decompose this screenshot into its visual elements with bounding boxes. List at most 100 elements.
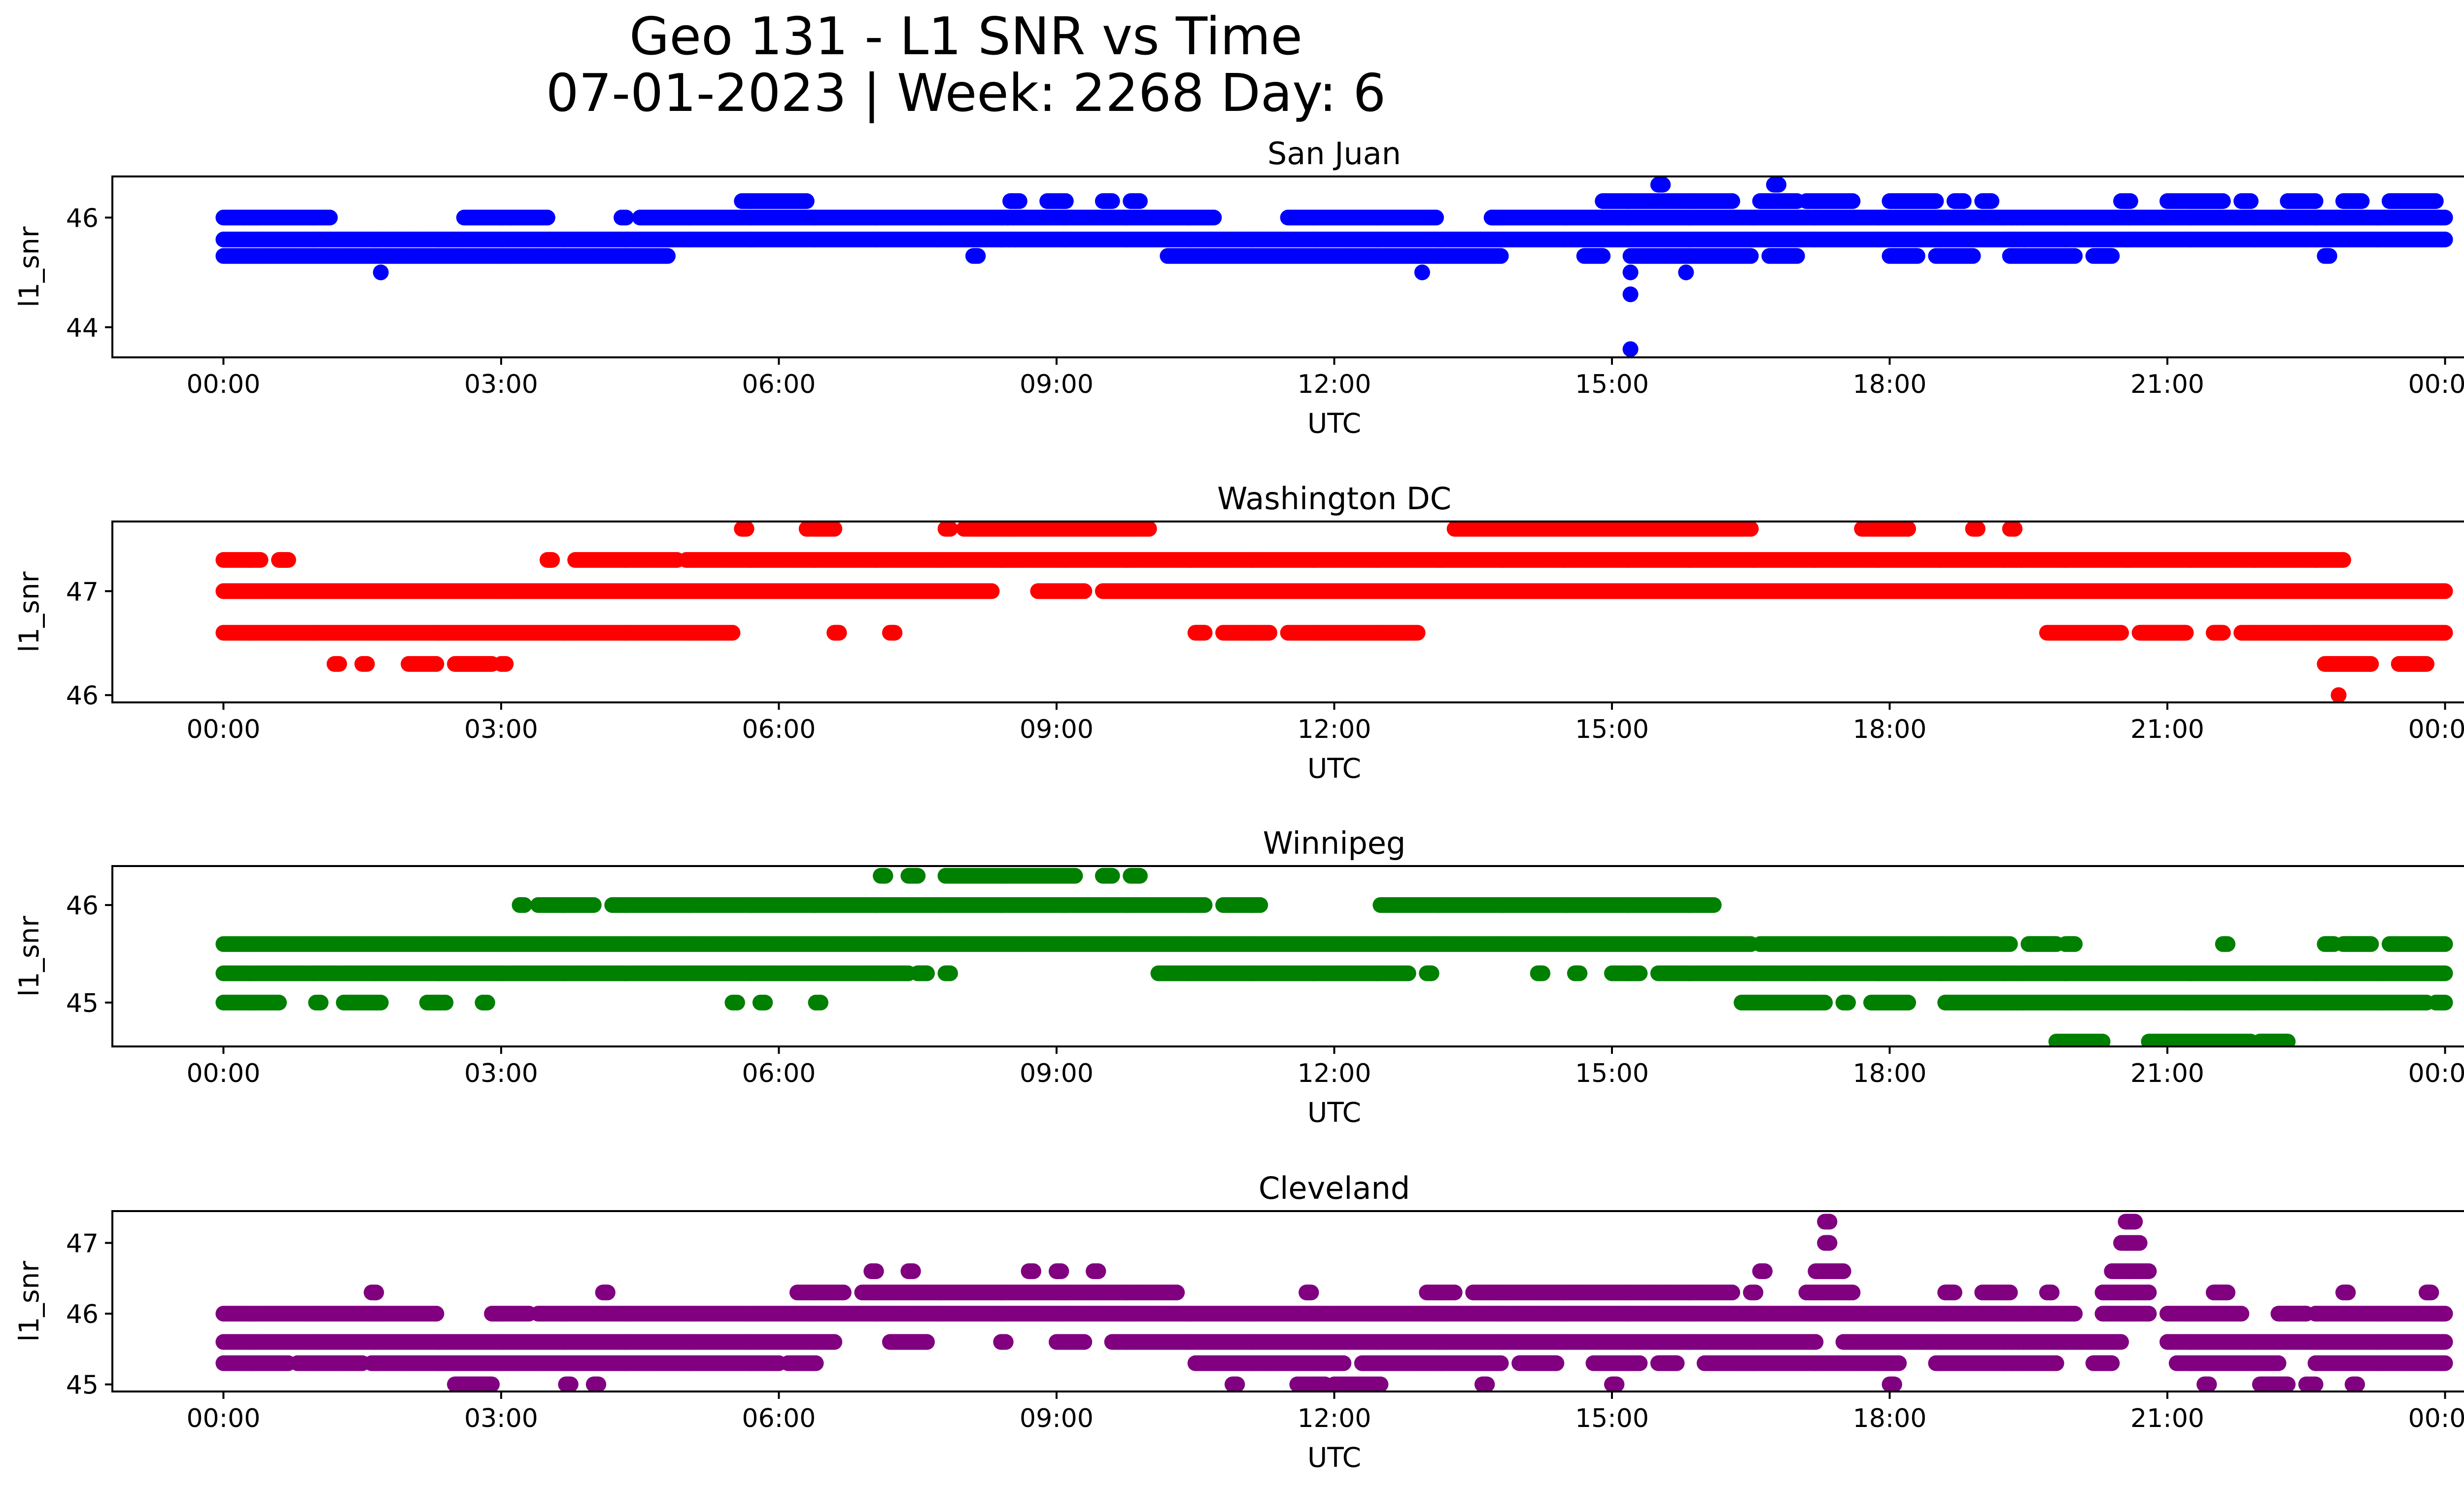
data-band-3-run-14: [2280, 193, 2324, 209]
data-band-1-run-1: [910, 965, 935, 981]
data-point-5: [1678, 264, 1694, 280]
figure-title-line1: Geo 131 - L1 SNR vs Time: [629, 6, 1302, 67]
x-tick-label: 03:00: [464, 1404, 538, 1433]
x-tick-label: 00:00: [2408, 1404, 2464, 1433]
data-point-0: [373, 264, 389, 280]
data-band-0-run-6: [2159, 1334, 2453, 1350]
x-tick-label: 21:00: [2130, 1404, 2204, 1433]
x-tick-label: 15:00: [1575, 715, 1649, 744]
data-band-0-run-0: [215, 231, 2453, 247]
data-band-0-run-6: [2335, 936, 2379, 952]
data-band-1-run-3: [1150, 965, 1416, 981]
axes-frame: [111, 865, 2464, 1047]
data-band-3-run-2: [336, 995, 389, 1010]
data-band-2-run-11: [2085, 1355, 2120, 1371]
y-axis-label: l1_snr: [13, 1261, 45, 1342]
subplot-title: Washington DC: [1217, 481, 1451, 517]
data-band-2-run-7: [1928, 248, 1981, 264]
data-band-3-run-0: [734, 193, 815, 209]
data-band-1-run-4: [1215, 625, 1277, 641]
data-band-0-run-5: [2317, 936, 2342, 952]
data-band-0-run-1: [1030, 583, 1093, 599]
x-tick-label: 15:00: [1575, 1404, 1649, 1433]
data-band-2-run-1: [271, 552, 296, 568]
data-band-2-run-0: [215, 248, 676, 264]
y-axis-label: l1_snr: [13, 571, 45, 652]
data-band-3-run-15: [2419, 1285, 2439, 1301]
data-band-3-run-2: [1039, 193, 1074, 209]
x-tick-label: 12:00: [1298, 1404, 1371, 1433]
x-tick-label: 00:00: [186, 370, 260, 399]
data-band-0-run-1: [1752, 936, 2018, 952]
data-band-2-run-4: [1622, 248, 1759, 264]
data-band-3-run-5: [1419, 1285, 1463, 1301]
data-band-3-run-3: [854, 1285, 1185, 1301]
data-band-1-run-4: [1280, 209, 1444, 226]
data-band-2-run-2: [1160, 248, 1509, 264]
data-point-0: [2330, 687, 2347, 702]
data-band-3-run-15: [2335, 193, 2370, 209]
x-tick-label: 00:00: [186, 1404, 260, 1433]
data-band-2-run-2: [604, 897, 1213, 913]
data-band-1-run-1: [826, 625, 847, 641]
data-band-1-run-5: [1280, 625, 1426, 641]
data-band-0-run-2: [2020, 936, 2064, 952]
data-band-0-run-4: [2215, 936, 2236, 952]
data-band-2-run-0: [512, 897, 532, 913]
x-tick-label: 00:00: [2408, 370, 2464, 399]
data-band-4-run-3: [1095, 868, 1120, 884]
data-band-2-run-4: [1372, 897, 1722, 913]
data-band-0-run-2: [1095, 583, 2453, 599]
data-band-7-run-1: [2118, 1214, 2143, 1230]
data-band-5-run-7: [2104, 1263, 2157, 1279]
data-band-1-run-0: [215, 625, 741, 641]
data-band-3-run-9: [1937, 1285, 1962, 1301]
data-band-2-run-6: [1511, 1355, 1565, 1371]
data-band-0-run-3: [1049, 1334, 1093, 1350]
y-axis-label: l1_snr: [13, 916, 45, 997]
subplot-title: Cleveland: [1259, 1170, 1410, 1206]
data-band-3-run-5: [1595, 193, 1741, 209]
x-tick-label: 03:00: [464, 715, 538, 744]
x-tick-label: 09:00: [1020, 1059, 1094, 1088]
scatter-series: [215, 1214, 2453, 1391]
data-band-3-run-11: [1937, 995, 2434, 1011]
subplot-title: San Juan: [1267, 136, 1401, 172]
data-band-4-run-4: [1289, 1376, 1333, 1391]
subplot-cleveland: Cleveland 00:00 03:00 06:00 09:00 12:00 15:00 1…: [13, 1170, 2464, 1473]
subplot-san-juan: San Juan 00:00 03:00 06:00 09:00 12:00 15:00 18…: [13, 136, 2464, 439]
data-band-2-run-1: [965, 248, 986, 264]
data-band-2-run-5: [1354, 1355, 1509, 1371]
data-band-1-run-0: [215, 209, 338, 226]
y-tick-label: 46: [66, 204, 99, 233]
data-band-0-run-5: [1835, 1334, 2129, 1350]
data-band-1-run-1: [456, 209, 555, 226]
x-tick-label: 21:00: [2130, 1059, 2204, 1088]
data-band-0-run-0: [215, 583, 1000, 599]
data-band-4-run-6: [1474, 1376, 1495, 1391]
data-band-2-run-2: [364, 1355, 787, 1371]
x-tick-label: 06:00: [742, 370, 816, 399]
data-band-1-run-1: [484, 1306, 537, 1322]
data-band-2-run-0: [215, 1355, 296, 1371]
x-tick-label: 03:00: [464, 1059, 538, 1088]
data-band-1-run-6: [2039, 625, 2129, 641]
x-tick-label: 21:00: [2130, 715, 2204, 744]
data-band-1-run-7: [1604, 965, 1648, 981]
data-band-1-run-3: [1187, 625, 1213, 641]
x-axis-label: UTC: [1307, 753, 1361, 784]
x-tick-label: 06:00: [742, 1404, 816, 1433]
x-tick-label: 12:00: [1298, 370, 1371, 399]
data-band-5-run-0: [2048, 1034, 2111, 1046]
data-band-3-run-8: [1882, 193, 1944, 209]
data-band-0-run-0: [215, 1334, 843, 1350]
data-band-1-run-5: [1530, 965, 1551, 981]
data-band-3-run-1: [798, 522, 843, 537]
data-band-3-run-6: [1465, 1285, 1741, 1301]
data-point-4: [1622, 341, 1639, 357]
data-band-3-run-0: [215, 995, 287, 1011]
data-band-0-run-1: [882, 1334, 935, 1350]
data-point-3: [1622, 286, 1639, 303]
x-tick-label: 18:00: [1853, 1059, 1927, 1088]
data-band-3-run-8: [1798, 1285, 1861, 1301]
